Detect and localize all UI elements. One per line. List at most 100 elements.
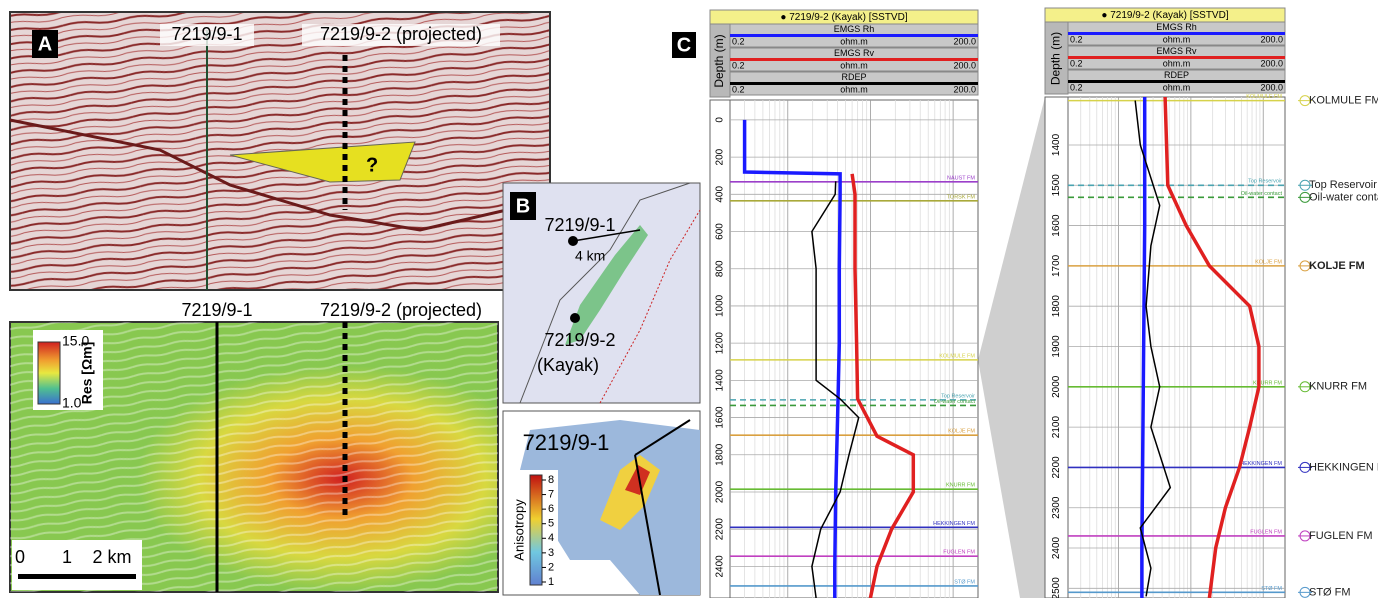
track-scale-label: 0.2 — [732, 60, 745, 70]
formation-side-label: KOLMULE FM — [1309, 95, 1378, 107]
colorbar-label: Anisotropy — [511, 499, 526, 561]
field-outline — [565, 225, 648, 345]
depth-tick-label: 2300 — [1051, 496, 1062, 519]
track-scale-label: 200.0 — [953, 84, 976, 94]
track-unit: ohm.m — [1163, 58, 1191, 68]
fault — [519, 182, 691, 404]
formation-side-label: Oil-water contact — [1309, 191, 1378, 203]
formation-side-label: STØ FM — [1309, 586, 1351, 598]
depth-tick-label: 2100 — [1051, 416, 1062, 439]
scalebar-box — [12, 540, 142, 590]
depth-tick-label: 1600 — [1051, 214, 1062, 237]
formation-top-label: Oil-water contact — [1241, 191, 1283, 197]
well-label: 7219/9-2 — [544, 330, 615, 350]
log-curve — [742, 119, 842, 598]
formation-top-label: KNURR FM — [1253, 380, 1282, 386]
depth-label: Depth (m) — [1049, 32, 1063, 85]
colorbar-tick-label: 5 — [548, 518, 554, 530]
track-name: EMGS Rh — [834, 24, 875, 34]
depth-tick-label: 1400 — [1051, 133, 1062, 156]
depth-tick-label: 0 — [715, 117, 726, 123]
formation-side-label: KOLJE FM — [1309, 260, 1365, 272]
depth-tick-label: 2200 — [1051, 456, 1062, 479]
panel-label-box — [672, 32, 696, 58]
depth-label: Depth (m) — [712, 34, 726, 87]
depth-tick-label: 1400 — [715, 369, 726, 392]
panel-label-box — [510, 192, 536, 220]
prospect — [229, 141, 416, 183]
formation-top-label: KOLMULE FM — [939, 353, 975, 359]
formation-top-label: FUGLEN FM — [943, 550, 975, 556]
formation-top-label: HEKKINGEN FM — [933, 521, 975, 527]
depth-tick-label: 400 — [715, 186, 726, 203]
depth-tick-label: 2400 — [715, 555, 726, 578]
formation-side-label: KNURR FM — [1309, 381, 1367, 393]
track-scale-label: 0.2 — [1070, 82, 1083, 92]
log-title: ● 7219/9-2 (Kayak) [SSTVD] — [1101, 10, 1228, 21]
track-scale-label: 200.0 — [953, 60, 976, 70]
track-unit: ohm.m — [840, 84, 868, 94]
track-scale-label: 0.2 — [1070, 58, 1083, 68]
formation-top-label: KOLJE FM — [1255, 259, 1282, 265]
formation-top-label: STØ FM — [954, 579, 975, 585]
formation-top-label: Top Reservoir — [1248, 179, 1282, 185]
label-bg — [302, 24, 500, 46]
colorbar-tick-label: 6 — [548, 503, 554, 515]
license-line — [599, 209, 701, 404]
depth-tick-label: 1800 — [715, 443, 726, 466]
formation-top-label: KOLMULE FM — [1246, 94, 1282, 100]
panel-b-anisotropy: 7219/9-1 Anisotropy 1 2 3 4 5 6 7 8 — [502, 410, 701, 596]
formation-top-label: NAUST FM — [947, 175, 975, 181]
colorbar-max: 15.0 — [62, 333, 89, 349]
log-plot — [1067, 96, 1286, 598]
formation-top-label: TORSK FM — [947, 194, 976, 200]
panel-label-box — [32, 30, 58, 58]
distance-label: 4 km — [575, 248, 605, 264]
distance-line — [572, 229, 641, 242]
prospect-label: ? — [366, 154, 378, 176]
depth-tick-label: 1900 — [1051, 335, 1062, 358]
log-curve — [850, 173, 916, 598]
formation-top-label: Oil-water contact — [934, 399, 976, 405]
depth-tick-label: 1600 — [715, 406, 726, 429]
well-label: 7219/9-1 — [544, 215, 615, 235]
horizon — [9, 118, 551, 232]
scale-label: 1 — [62, 547, 72, 567]
colorbar-tick-label: 2 — [548, 561, 554, 573]
track-name: EMGS Rh — [1156, 22, 1197, 32]
depth-tick-label: 2500 — [1051, 577, 1062, 598]
colorbar — [37, 341, 61, 405]
scale-label: 2 km — [92, 547, 131, 567]
track-scale-label: 0.2 — [1070, 34, 1083, 44]
track-unit: ohm.m — [840, 60, 868, 70]
panel-a-resistivity: 7219/9-1 7219/9-2 (projected) 15.0 1.0 R… — [9, 300, 499, 593]
colorbar-tick-label: 7 — [548, 488, 554, 500]
track-scale-label: 0.2 — [732, 84, 745, 94]
formation-top-label: KOLJE FM — [948, 429, 975, 435]
depth-tick-label: 2000 — [715, 480, 726, 503]
well-dot — [568, 236, 578, 246]
track-scale-label: 200.0 — [1260, 58, 1283, 68]
depth-tick-label: 1700 — [1051, 254, 1062, 277]
depth-tick-label: 2400 — [1051, 536, 1062, 559]
depth-tick-label: 1800 — [1051, 295, 1062, 318]
anisotropy-peak — [625, 465, 650, 495]
track-name: RDEP — [1164, 70, 1189, 80]
track-scale-label: 200.0 — [1260, 34, 1283, 44]
depth-tick-label: 2000 — [1051, 375, 1062, 398]
log-curve — [1163, 97, 1261, 598]
well-name: (Kayak) — [537, 355, 599, 375]
depth-tick-label: 200 — [715, 148, 726, 165]
log-title: ● 7219/9-2 (Kayak) [SSTVD] — [780, 12, 907, 23]
formation-top-label: FUGLEN FM — [1250, 529, 1282, 535]
well-label: 7219/9-1 — [171, 24, 242, 44]
formation-side-label: FUGLEN FM — [1309, 530, 1373, 542]
track-name: EMGS Rv — [1156, 46, 1197, 56]
depth-tick-label: 1200 — [715, 332, 726, 355]
log-curve — [1134, 100, 1172, 597]
well-label: 7219/9-1 — [523, 430, 610, 455]
colorbar-tick-label: 4 — [548, 532, 554, 544]
zoom-connector — [978, 97, 1045, 598]
track-unit: ohm.m — [1163, 82, 1191, 92]
well-logs: ● 7219/9-2 (Kayak) [SSTVD] Depth (m) EMGS … — [709, 7, 1378, 598]
